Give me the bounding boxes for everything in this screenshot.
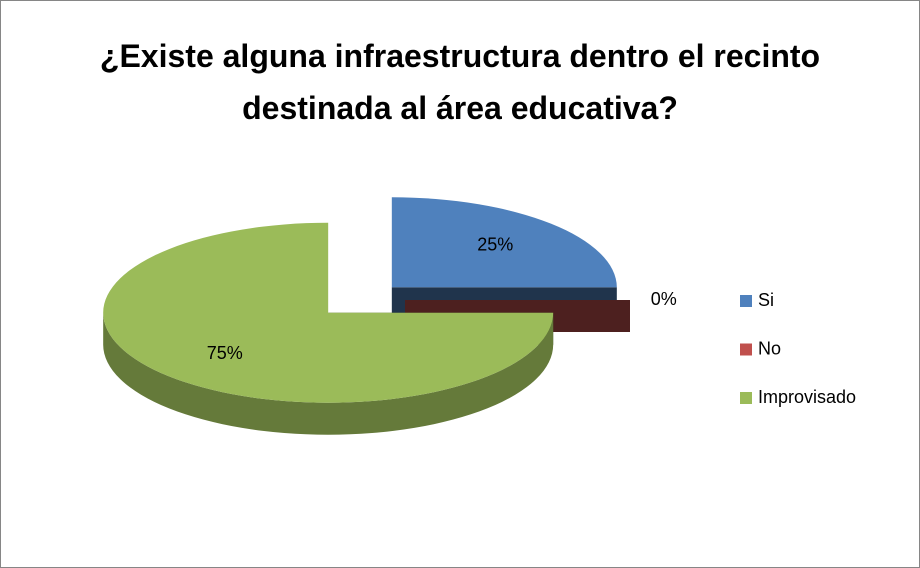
- data-label: 25%: [477, 235, 513, 255]
- legend-label: No: [758, 338, 781, 358]
- slice: [103, 222, 554, 403]
- legend-label: Si: [758, 290, 774, 310]
- legend-swatch: [740, 343, 752, 356]
- legend-label: Improvisado: [758, 387, 856, 407]
- chart-title: ¿Existe alguna infraestructura dentro el…: [99, 38, 821, 126]
- data-label: 75%: [207, 343, 243, 363]
- legend-swatch: [740, 392, 752, 404]
- legend-swatch: [740, 295, 752, 307]
- slice: [391, 197, 617, 288]
- data-label: 0%: [651, 289, 677, 309]
- slice-wall: [103, 312, 554, 435]
